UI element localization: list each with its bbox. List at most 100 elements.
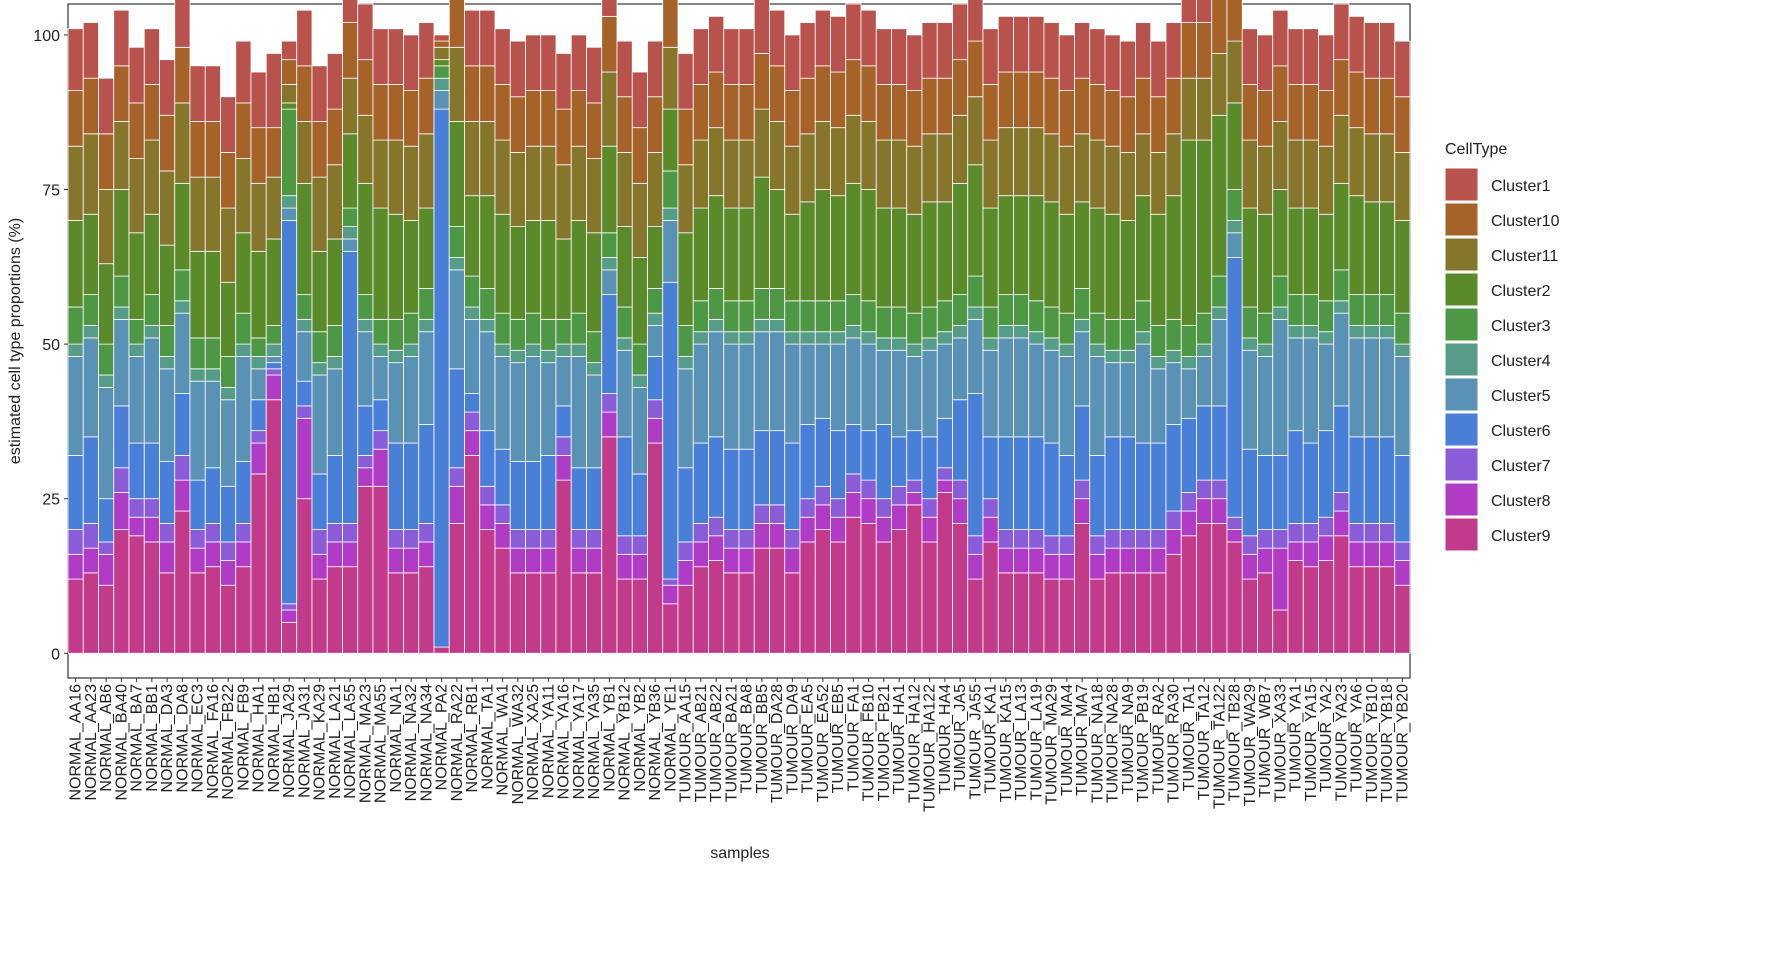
- x-tick-label: TUMOUR_AA15: [678, 684, 695, 802]
- bar-segment: [631, 71, 648, 129]
- bar-segment: [1241, 28, 1258, 85]
- bar-segment: [967, 393, 984, 537]
- legend-label: Cluster9: [1491, 528, 1551, 545]
- bar-segment: [418, 207, 435, 289]
- x-tick-label: TUMOUR_HA4: [937, 684, 954, 794]
- bar-segment: [372, 343, 389, 357]
- bar-segment: [814, 529, 831, 654]
- bar-segment: [997, 572, 1014, 654]
- x-tick-label: TUMOUR_FA1: [845, 684, 862, 792]
- bar-segment: [753, 318, 770, 333]
- bar-segment: [631, 257, 648, 345]
- bar-segment: [1302, 139, 1319, 209]
- bar-segment: [1394, 40, 1411, 98]
- bar-segment: [936, 77, 953, 135]
- bar-segment: [936, 343, 953, 419]
- bar-segment: [250, 250, 267, 339]
- bar-segment: [525, 547, 542, 574]
- bar-segment: [1043, 22, 1060, 79]
- bar-segment: [296, 294, 313, 320]
- bar-segment: [1226, 40, 1243, 104]
- legend-label: Cluster5: [1491, 388, 1551, 405]
- bar-segment: [906, 145, 923, 215]
- bar-segment: [1241, 83, 1258, 141]
- bar-segment: [662, 207, 679, 221]
- bar-segment: [875, 139, 892, 209]
- bar-segment: [936, 479, 953, 493]
- x-tick-label: NORMAL_DA3: [159, 684, 176, 793]
- bar-segment: [952, 3, 969, 61]
- bar-segment: [159, 325, 176, 357]
- bar-segment: [830, 300, 847, 333]
- bar-segment: [1074, 331, 1091, 407]
- x-tick-label: NORMAL_YB2: [632, 684, 649, 792]
- bar-segment: [448, 226, 465, 258]
- legend-label: Cluster1: [1491, 178, 1551, 195]
- bar-segment: [616, 96, 633, 153]
- bar-segment: [479, 430, 496, 487]
- bar-segment: [494, 504, 511, 524]
- bar-segment: [448, 121, 465, 228]
- bar-segment: [82, 133, 99, 215]
- x-tick-label: TUMOUR_HA12: [906, 684, 923, 803]
- x-tick-label: TUMOUR_AB22: [708, 684, 725, 802]
- bar-segment: [647, 152, 664, 228]
- bar-segment: [738, 529, 755, 549]
- bar-segment: [98, 541, 115, 555]
- bar-segment: [769, 318, 786, 333]
- x-tick-label: TUMOUR_TA122: [1211, 684, 1228, 809]
- bar-segment: [174, 102, 191, 184]
- bar-segment: [418, 133, 435, 209]
- bar-segment: [647, 96, 664, 153]
- bar-segment: [982, 207, 999, 308]
- bar-segment: [128, 516, 145, 537]
- bar-segment: [1165, 362, 1182, 425]
- bar-segment: [586, 232, 603, 333]
- bar-segment: [1318, 145, 1335, 215]
- bar-segment: [906, 492, 923, 506]
- bar-segment: [1257, 572, 1274, 654]
- bar-segment: [128, 232, 145, 320]
- bar-segment: [616, 436, 633, 537]
- bar-segment: [830, 541, 847, 654]
- bar-segment: [296, 498, 313, 654]
- bar-segment: [189, 572, 206, 654]
- bar-segment: [479, 65, 496, 122]
- bar-segment: [677, 584, 694, 654]
- bar-segment: [784, 213, 801, 302]
- bar-segment: [1028, 71, 1045, 129]
- x-tick-label: TUMOUR_YB18: [1379, 684, 1396, 802]
- bar-segment: [601, 393, 618, 413]
- bar-segment: [98, 263, 115, 345]
- bar-segment: [1028, 572, 1045, 654]
- bar-segment: [723, 343, 740, 450]
- bar-segment: [525, 461, 542, 530]
- bar-segment: [494, 139, 511, 215]
- bar-segment: [159, 114, 176, 172]
- bar-segment: [1333, 114, 1350, 184]
- bar-segment: [662, 108, 679, 172]
- x-tick-label: TUMOUR_TA1: [1181, 684, 1198, 791]
- bar-segment: [387, 547, 404, 574]
- bar-segment: [891, 504, 908, 530]
- bar-segment: [1363, 523, 1380, 543]
- bar-segment: [540, 90, 557, 147]
- bar-segment: [1013, 325, 1030, 339]
- bar-segment: [1348, 15, 1365, 73]
- bar-segment: [967, 578, 984, 654]
- bar-segment: [1302, 523, 1319, 543]
- bar-segment: [1089, 83, 1106, 141]
- bar-segment: [647, 356, 664, 401]
- bar-segment: [586, 572, 603, 654]
- bar-segment: [570, 356, 587, 469]
- bar-segment: [753, 53, 770, 110]
- bar-segment: [372, 28, 389, 85]
- bar-segment: [98, 77, 115, 135]
- bar-segment: [128, 343, 145, 357]
- bar-segment: [967, 96, 984, 166]
- bar-segment: [936, 467, 953, 481]
- bar-segment: [479, 485, 496, 506]
- bar-segment: [326, 164, 343, 240]
- x-tick-label: NORMAL_YB1: [601, 684, 618, 792]
- bar-segment: [982, 306, 999, 339]
